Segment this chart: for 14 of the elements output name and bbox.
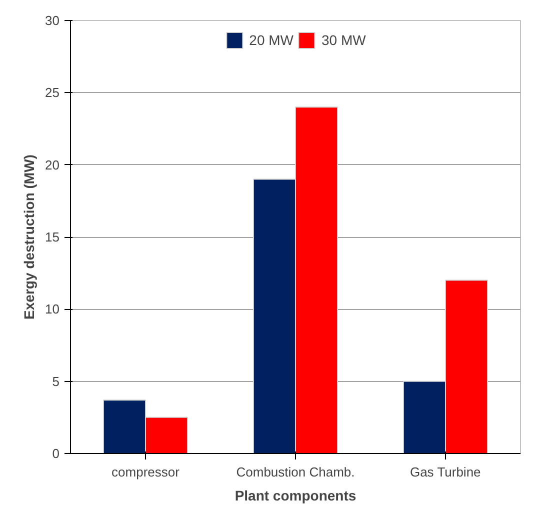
x-tick-label: Combustion Chamb. — [236, 464, 355, 480]
y-axis-title: Exergy destruction (MW) — [21, 154, 38, 320]
x-tick-label: Gas Turbine — [410, 464, 481, 480]
x-tick-label: compressor — [112, 464, 180, 480]
y-tick-label: 15 — [45, 230, 60, 244]
y-tick-label: 5 — [52, 374, 60, 389]
x-axis-title: Plant components — [234, 488, 356, 504]
y-tick-label: 30 — [45, 13, 60, 28]
legend-label: 20 MW — [249, 32, 294, 48]
y-tick-label: 10 — [45, 302, 60, 317]
y-tick-label: 20 — [45, 157, 60, 172]
y-tick-label: 25 — [45, 85, 60, 100]
y-tick-label: 0 — [52, 446, 60, 461]
legend-label: 30 MW — [322, 32, 366, 48]
